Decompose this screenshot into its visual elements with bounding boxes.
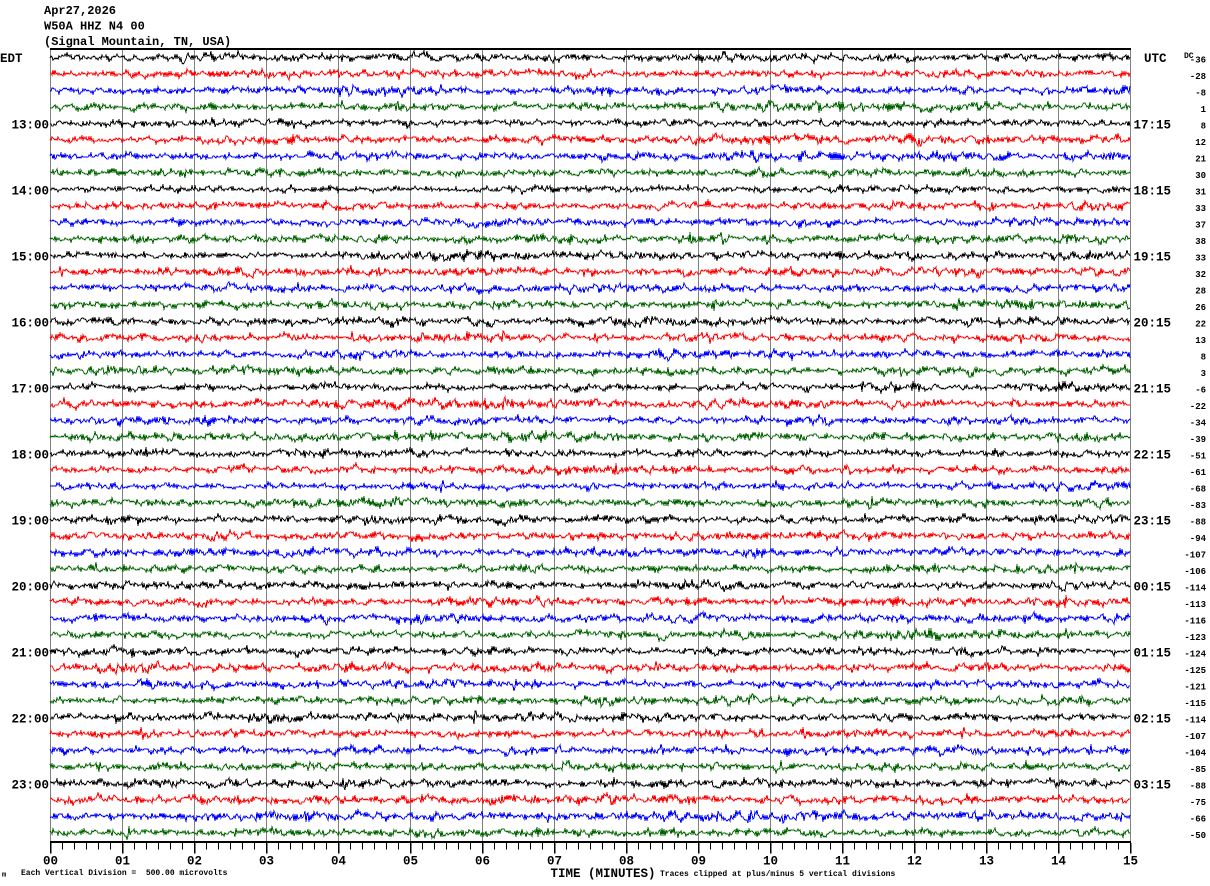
svg-text:21: 21 bbox=[1195, 154, 1206, 164]
svg-text:12: 12 bbox=[1195, 138, 1206, 148]
svg-text:13:00: 13:00 bbox=[11, 118, 49, 132]
svg-text:-113: -113 bbox=[1184, 600, 1206, 610]
svg-text:-121: -121 bbox=[1184, 682, 1206, 692]
svg-text:Traces clipped at plus/minus 5: Traces clipped at plus/minus 5 vertical … bbox=[660, 870, 895, 879]
svg-text:22: 22 bbox=[1195, 319, 1206, 329]
svg-text:14: 14 bbox=[1051, 855, 1067, 869]
svg-text:18:00: 18:00 bbox=[11, 448, 49, 462]
svg-text:-88: -88 bbox=[1190, 517, 1206, 527]
svg-text:33: 33 bbox=[1195, 253, 1206, 263]
svg-text:-107: -107 bbox=[1184, 550, 1206, 560]
svg-text:19:00: 19:00 bbox=[11, 514, 49, 528]
svg-text:21:00: 21:00 bbox=[11, 646, 49, 660]
svg-text:14:00: 14:00 bbox=[11, 184, 49, 198]
svg-text:-125: -125 bbox=[1184, 666, 1206, 676]
svg-text:(Signal Mountain, TN, USA): (Signal Mountain, TN, USA) bbox=[44, 35, 231, 49]
svg-text:-39: -39 bbox=[1190, 435, 1206, 445]
svg-text:23:00: 23:00 bbox=[11, 778, 49, 792]
svg-text:30: 30 bbox=[1195, 171, 1206, 181]
svg-text:17:15: 17:15 bbox=[1134, 118, 1172, 132]
svg-text:8: 8 bbox=[1201, 352, 1206, 362]
svg-text:02: 02 bbox=[187, 855, 202, 869]
svg-text:-88: -88 bbox=[1190, 781, 1206, 791]
svg-text:33: 33 bbox=[1195, 204, 1206, 214]
svg-text:-51: -51 bbox=[1190, 451, 1207, 461]
svg-text:TIME (MINUTES): TIME (MINUTES) bbox=[550, 867, 655, 881]
svg-text:-115: -115 bbox=[1184, 699, 1206, 709]
svg-text:06: 06 bbox=[475, 855, 490, 869]
svg-text:04: 04 bbox=[331, 855, 347, 869]
svg-text:23:15: 23:15 bbox=[1134, 514, 1172, 528]
svg-text:19:15: 19:15 bbox=[1134, 250, 1172, 264]
svg-text:26: 26 bbox=[1195, 303, 1206, 313]
svg-text:00: 00 bbox=[43, 855, 58, 869]
svg-text:-34: -34 bbox=[1190, 418, 1207, 428]
svg-text:10: 10 bbox=[763, 855, 778, 869]
svg-text:09: 09 bbox=[691, 855, 706, 869]
svg-text:22:15: 22:15 bbox=[1134, 448, 1172, 462]
svg-text:DC: DC bbox=[1184, 52, 1194, 61]
svg-text:-61: -61 bbox=[1190, 468, 1207, 478]
svg-text:15:00: 15:00 bbox=[11, 250, 49, 264]
svg-text:32: 32 bbox=[1195, 270, 1206, 280]
svg-text:15: 15 bbox=[1123, 855, 1138, 869]
svg-text:-75: -75 bbox=[1190, 798, 1206, 808]
svg-text:Apr27,2026: Apr27,2026 bbox=[44, 4, 116, 18]
svg-text:01:15: 01:15 bbox=[1134, 646, 1172, 660]
svg-text:20:00: 20:00 bbox=[11, 580, 49, 594]
svg-text:01: 01 bbox=[115, 855, 130, 869]
svg-text:02:15: 02:15 bbox=[1134, 712, 1172, 726]
svg-text:1: 1 bbox=[1201, 105, 1207, 115]
svg-text:-28: -28 bbox=[1190, 72, 1206, 82]
svg-text:m: m bbox=[2, 872, 6, 880]
svg-text:-83: -83 bbox=[1190, 501, 1206, 511]
svg-text:-66: -66 bbox=[1190, 814, 1206, 824]
svg-text:-116: -116 bbox=[1184, 616, 1206, 626]
svg-text:13: 13 bbox=[1195, 336, 1206, 346]
svg-text:28: 28 bbox=[1195, 286, 1206, 296]
svg-text:08: 08 bbox=[619, 855, 634, 869]
svg-text:Each Vertical Division = 500.: Each Vertical Division = 500.00 microvol… bbox=[21, 869, 228, 878]
svg-text:00:15: 00:15 bbox=[1134, 580, 1172, 594]
svg-text:31: 31 bbox=[1195, 187, 1206, 197]
svg-text:13: 13 bbox=[979, 855, 994, 869]
svg-text:-22: -22 bbox=[1190, 402, 1206, 412]
svg-text:03:15: 03:15 bbox=[1134, 778, 1172, 792]
svg-text:-36: -36 bbox=[1190, 55, 1206, 65]
svg-text:EDT: EDT bbox=[0, 52, 23, 66]
svg-text:07: 07 bbox=[547, 855, 562, 869]
svg-text:20:15: 20:15 bbox=[1134, 316, 1172, 330]
svg-text:-123: -123 bbox=[1184, 633, 1206, 643]
svg-text:22:00: 22:00 bbox=[11, 712, 49, 726]
svg-text:-106: -106 bbox=[1184, 567, 1206, 577]
svg-text:-124: -124 bbox=[1184, 649, 1206, 659]
svg-text:21:15: 21:15 bbox=[1134, 382, 1172, 396]
svg-text:3: 3 bbox=[1201, 369, 1206, 379]
svg-text:37: 37 bbox=[1195, 220, 1206, 230]
svg-text:38: 38 bbox=[1195, 237, 1206, 247]
svg-text:-94: -94 bbox=[1190, 534, 1207, 544]
svg-text:16:00: 16:00 bbox=[11, 316, 49, 330]
svg-text:11: 11 bbox=[835, 855, 850, 869]
svg-text:-85: -85 bbox=[1190, 765, 1206, 775]
svg-text:-50: -50 bbox=[1190, 831, 1206, 841]
svg-text:W50A HHZ N4 00: W50A HHZ N4 00 bbox=[44, 20, 145, 34]
svg-text:-8: -8 bbox=[1195, 88, 1206, 98]
svg-text:-107: -107 bbox=[1184, 732, 1206, 742]
svg-text:03: 03 bbox=[259, 855, 274, 869]
svg-text:UTC: UTC bbox=[1144, 52, 1167, 66]
svg-text:-114: -114 bbox=[1184, 715, 1206, 725]
svg-text:18:15: 18:15 bbox=[1134, 184, 1172, 198]
svg-text:17:00: 17:00 bbox=[11, 382, 49, 396]
svg-text:05: 05 bbox=[403, 855, 418, 869]
svg-text:8: 8 bbox=[1201, 121, 1206, 131]
svg-text:12: 12 bbox=[907, 855, 922, 869]
svg-text:-6: -6 bbox=[1195, 385, 1206, 395]
svg-text:-68: -68 bbox=[1190, 484, 1206, 494]
svg-text:-104: -104 bbox=[1184, 748, 1206, 758]
svg-text:-114: -114 bbox=[1184, 583, 1206, 593]
